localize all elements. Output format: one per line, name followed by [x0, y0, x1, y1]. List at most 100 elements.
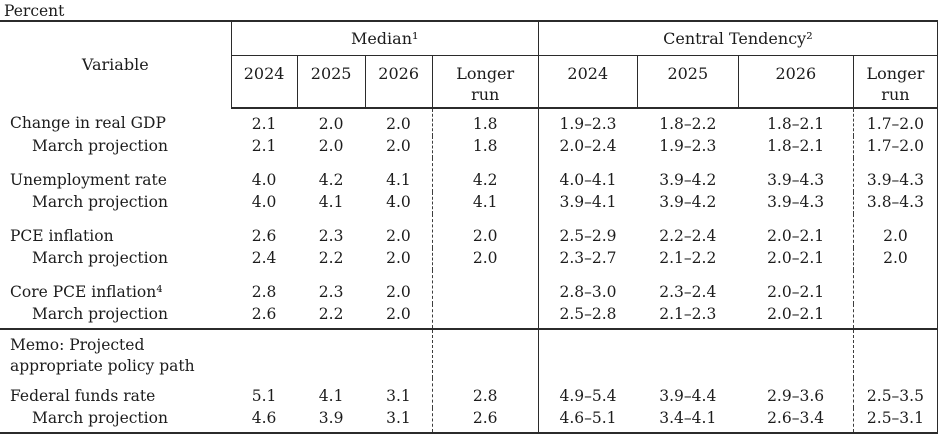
- cell-median-2025: 2.2: [318, 248, 344, 267]
- cell-median-longer-run: 2.0: [431, 213, 539, 248]
- cell-median-longer-run: 2.8: [431, 377, 539, 408]
- cell-ct-2025: 2.1–2.3: [659, 304, 717, 323]
- cell-ct-2025: 2.1–2.2: [659, 248, 717, 267]
- cell-median-2026: [365, 327, 433, 378]
- cell-ct-2026: 2.6–3.4: [767, 408, 825, 427]
- table-body: Change in real GDP 2.1 2.0 2.0 1.8 1.9–2…: [0, 107, 938, 433]
- cell-ct-2024: 2.8–3.0: [537, 269, 638, 304]
- cell-ct-2026: 2.0–2.1: [767, 226, 825, 245]
- row-label: PCE inflation: [10, 226, 114, 245]
- cell-ct-longer-run: 2.0: [852, 213, 938, 248]
- cell-median-2024: 2.1: [251, 136, 277, 155]
- cell-median-2024: 2.1: [251, 114, 277, 133]
- ct-longer-run-header: Longer run: [852, 55, 938, 109]
- table-row-unemployment-march: March projection 4.0 4.1 4.0 4.1 3.9–4.1…: [0, 191, 938, 214]
- economic-projections-table: Variable Median¹ Central Tendency² 2024 …: [0, 20, 938, 434]
- group-header-row: Variable Median¹ Central Tendency²: [0, 21, 938, 108]
- row-label: Unemployment rate: [10, 170, 167, 189]
- cell-median-2026: 4.0: [386, 192, 411, 211]
- cell-ct-2025: 3.9–4.2: [659, 192, 717, 211]
- cell-ct-2026: 2.0–2.1: [767, 282, 825, 301]
- cell-median-longer-run: 2.6: [431, 407, 539, 433]
- table-row-pce-march: March projection 2.4 2.2 2.0 2.0 2.3–2.7…: [0, 247, 938, 270]
- cell-median-longer-run: 1.8: [431, 135, 539, 158]
- table-row-fed-funds: Federal funds rate 5.1 4.1 3.1 2.8 4.9–5…: [0, 377, 938, 408]
- cell-median-2024: [231, 327, 298, 378]
- cell-ct-2024: 4.9–5.4: [537, 377, 638, 408]
- cell-ct-2024: 2.5–2.8: [537, 303, 638, 329]
- cell-median-2025: 2.3: [318, 226, 344, 245]
- cell-ct-2024: 1.9–2.3: [537, 107, 638, 136]
- row-label: Core PCE inflation⁴: [10, 282, 163, 301]
- cell-ct-2026: 2.9–3.6: [767, 386, 825, 405]
- cell-median-longer-run: 1.8: [431, 107, 539, 136]
- row-label: March projection: [32, 192, 168, 211]
- median-2025-header: 2025: [296, 55, 366, 109]
- cell-ct-2024: 4.6–5.1: [537, 407, 638, 433]
- year-header-row: 2024 2025 2026 Longer run 2024 2025 2026…: [0, 55, 938, 109]
- cell-ct-2024: [537, 327, 638, 378]
- row-label: March projection: [32, 408, 168, 427]
- cell-ct-2024: 4.0–4.1: [537, 157, 638, 192]
- variable-column-header: Variable: [0, 21, 232, 108]
- table-row-fed-funds-march: March projection 4.6 3.9 3.1 2.6 4.6–5.1…: [0, 407, 938, 433]
- cell-median-2025: 2.0: [318, 136, 344, 155]
- cell-median-2024: 5.1: [251, 386, 277, 405]
- cell-ct-longer-run: 1.7–2.0: [852, 107, 938, 136]
- cell-ct-longer-run: [852, 269, 938, 304]
- cell-median-2026: 2.0: [386, 248, 411, 267]
- cell-ct-longer-run: [852, 303, 938, 329]
- cell-median-2025: 4.2: [318, 170, 344, 189]
- cell-ct-longer-run: 2.5–3.1: [852, 407, 938, 433]
- cell-ct-2025: [637, 327, 739, 378]
- table-row-unemployment: Unemployment rate 4.0 4.2 4.1 4.2 4.0–4.…: [0, 157, 938, 192]
- central-tendency-group-header: Central Tendency²: [537, 21, 938, 56]
- cell-median-2025: 4.1: [318, 386, 344, 405]
- percent-unit-label: Percent: [4, 2, 65, 20]
- cell-ct-2026: [738, 327, 854, 378]
- median-longer-run-header: Longer run: [431, 55, 539, 109]
- cell-median-2026: 2.0: [386, 114, 411, 133]
- table-row-core-pce: Core PCE inflation⁴ 2.8 2.3 2.0 2.8–3.0 …: [0, 269, 938, 304]
- cell-ct-2024: 2.0–2.4: [537, 135, 638, 158]
- cell-median-longer-run: [431, 269, 539, 304]
- row-label: March projection: [32, 304, 168, 323]
- table-row-memo: Memo: Projected appropriate policy path: [0, 327, 938, 378]
- cell-ct-2024: 3.9–4.1: [537, 191, 638, 214]
- cell-median-longer-run: 4.2: [431, 157, 539, 192]
- cell-ct-2025: 3.9–4.2: [659, 170, 717, 189]
- cell-median-2026: 2.0: [386, 136, 411, 155]
- cell-median-2024: 2.4: [251, 248, 277, 267]
- cell-ct-longer-run: 3.9–4.3: [852, 157, 938, 192]
- median-2024-header: 2024: [231, 55, 298, 109]
- cell-median-2025: 4.1: [318, 192, 344, 211]
- cell-median-2026: 2.0: [386, 304, 411, 323]
- cell-median-2026: 2.0: [386, 282, 411, 301]
- cell-median-2024: 4.6: [251, 408, 277, 427]
- median-2026-header: 2026: [364, 55, 433, 109]
- table-row-gdp-march: March projection 2.1 2.0 2.0 1.8 2.0–2.4…: [0, 135, 938, 158]
- table-header: Variable Median¹ Central Tendency² 2024 …: [0, 21, 938, 109]
- cell-median-2026: 3.1: [386, 386, 411, 405]
- cell-median-2025: 3.9: [318, 408, 344, 427]
- table-row-core-pce-march: March projection 2.6 2.2 2.0 2.5–2.8 2.1…: [0, 303, 938, 329]
- row-label: March projection: [32, 248, 168, 267]
- cell-ct-2025: 3.4–4.1: [659, 408, 717, 427]
- cell-ct-longer-run: 3.8–4.3: [852, 191, 938, 214]
- row-label: March projection: [32, 136, 168, 155]
- table-row-gdp: Change in real GDP 2.1 2.0 2.0 1.8 1.9–2…: [0, 107, 938, 136]
- cell-ct-2025: 2.2–2.4: [659, 226, 717, 245]
- cell-median-2025: [297, 327, 366, 378]
- cell-ct-2026: 3.9–4.3: [767, 192, 825, 211]
- cell-ct-2025: 3.9–4.4: [659, 386, 717, 405]
- table-row-pce: PCE inflation 2.6 2.3 2.0 2.0 2.5–2.9 2.…: [0, 213, 938, 248]
- ct-2025-header: 2025: [636, 55, 739, 109]
- cell-ct-longer-run: 1.7–2.0: [852, 135, 938, 158]
- cell-ct-2026: 3.9–4.3: [767, 170, 825, 189]
- cell-median-2026: 4.1: [386, 170, 411, 189]
- cell-ct-2026: 2.0–2.1: [767, 248, 825, 267]
- cell-ct-2026: 1.8–2.1: [767, 114, 825, 133]
- cell-median-longer-run: 2.0: [431, 247, 539, 270]
- cell-ct-2024: 2.3–2.7: [537, 247, 638, 270]
- cell-median-2025: 2.2: [318, 304, 344, 323]
